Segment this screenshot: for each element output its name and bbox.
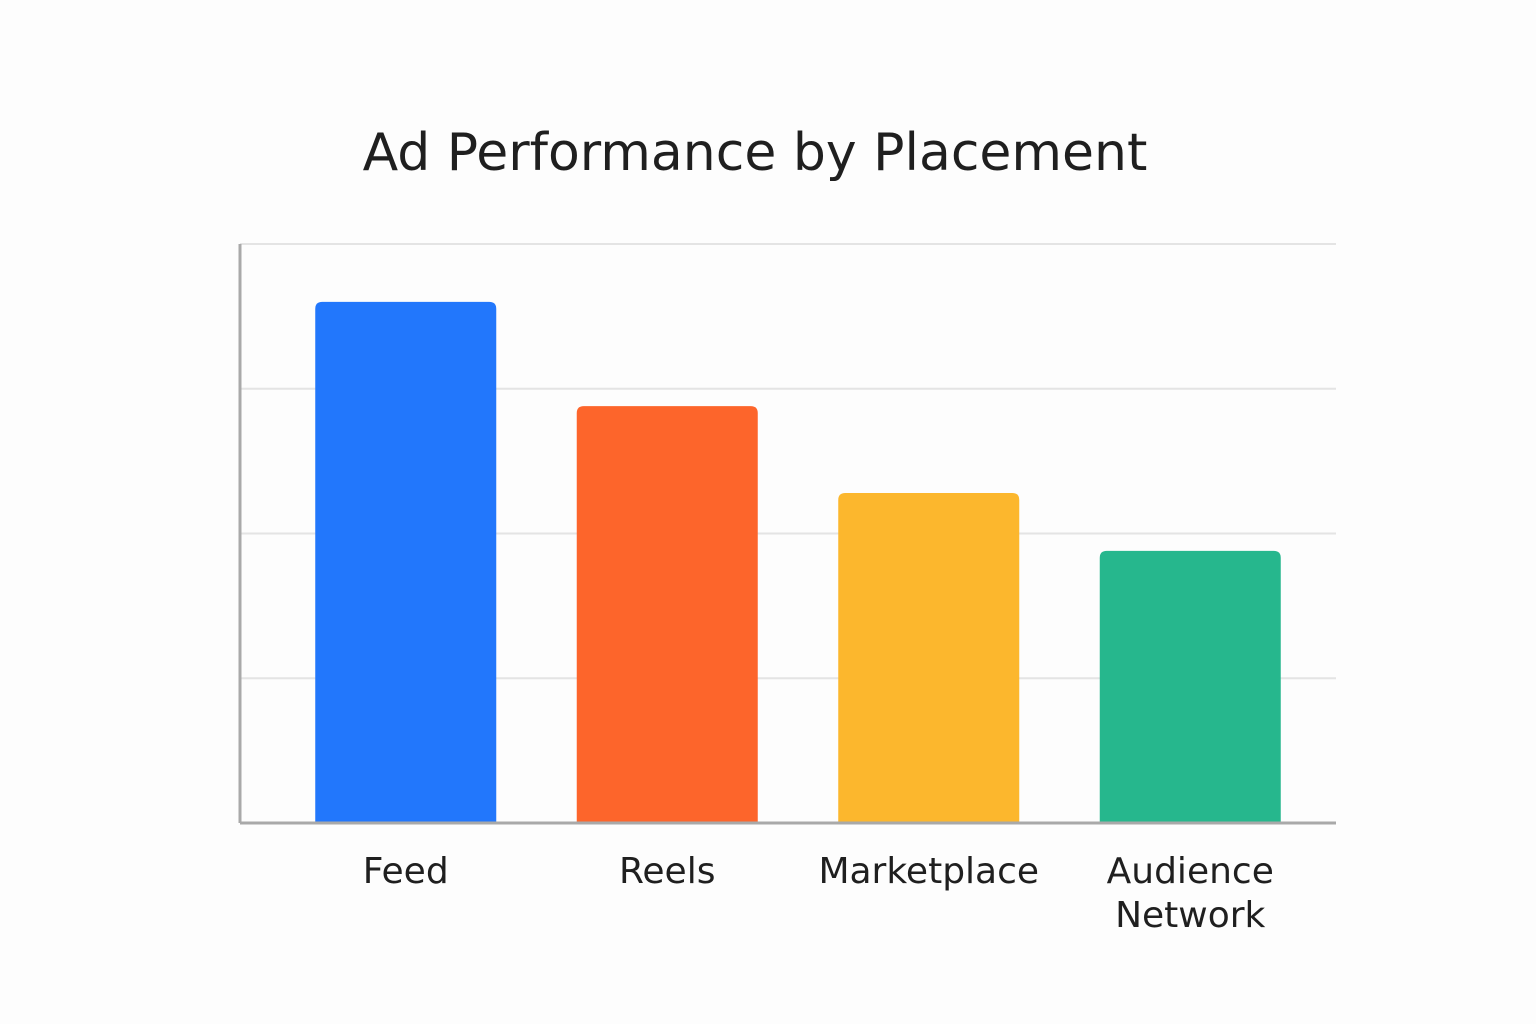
bar-marketplace	[838, 492, 1020, 823]
x-tick-label: Marketplace	[818, 851, 1039, 892]
bar-reels	[576, 406, 758, 823]
x-tick-label: Feed	[363, 851, 449, 892]
bar-feed	[315, 301, 497, 823]
chart-title: Ad Performance by Placement	[363, 123, 1148, 183]
axes	[238, 244, 1336, 825]
x-tick-label: Audience Network	[1107, 851, 1274, 936]
bars	[315, 301, 1281, 823]
x-tick-label: Reels	[619, 851, 715, 892]
bar-audience-network	[1099, 550, 1281, 823]
x-tick-labels: Feed Reels Marketplace Audience Network	[363, 851, 1274, 936]
